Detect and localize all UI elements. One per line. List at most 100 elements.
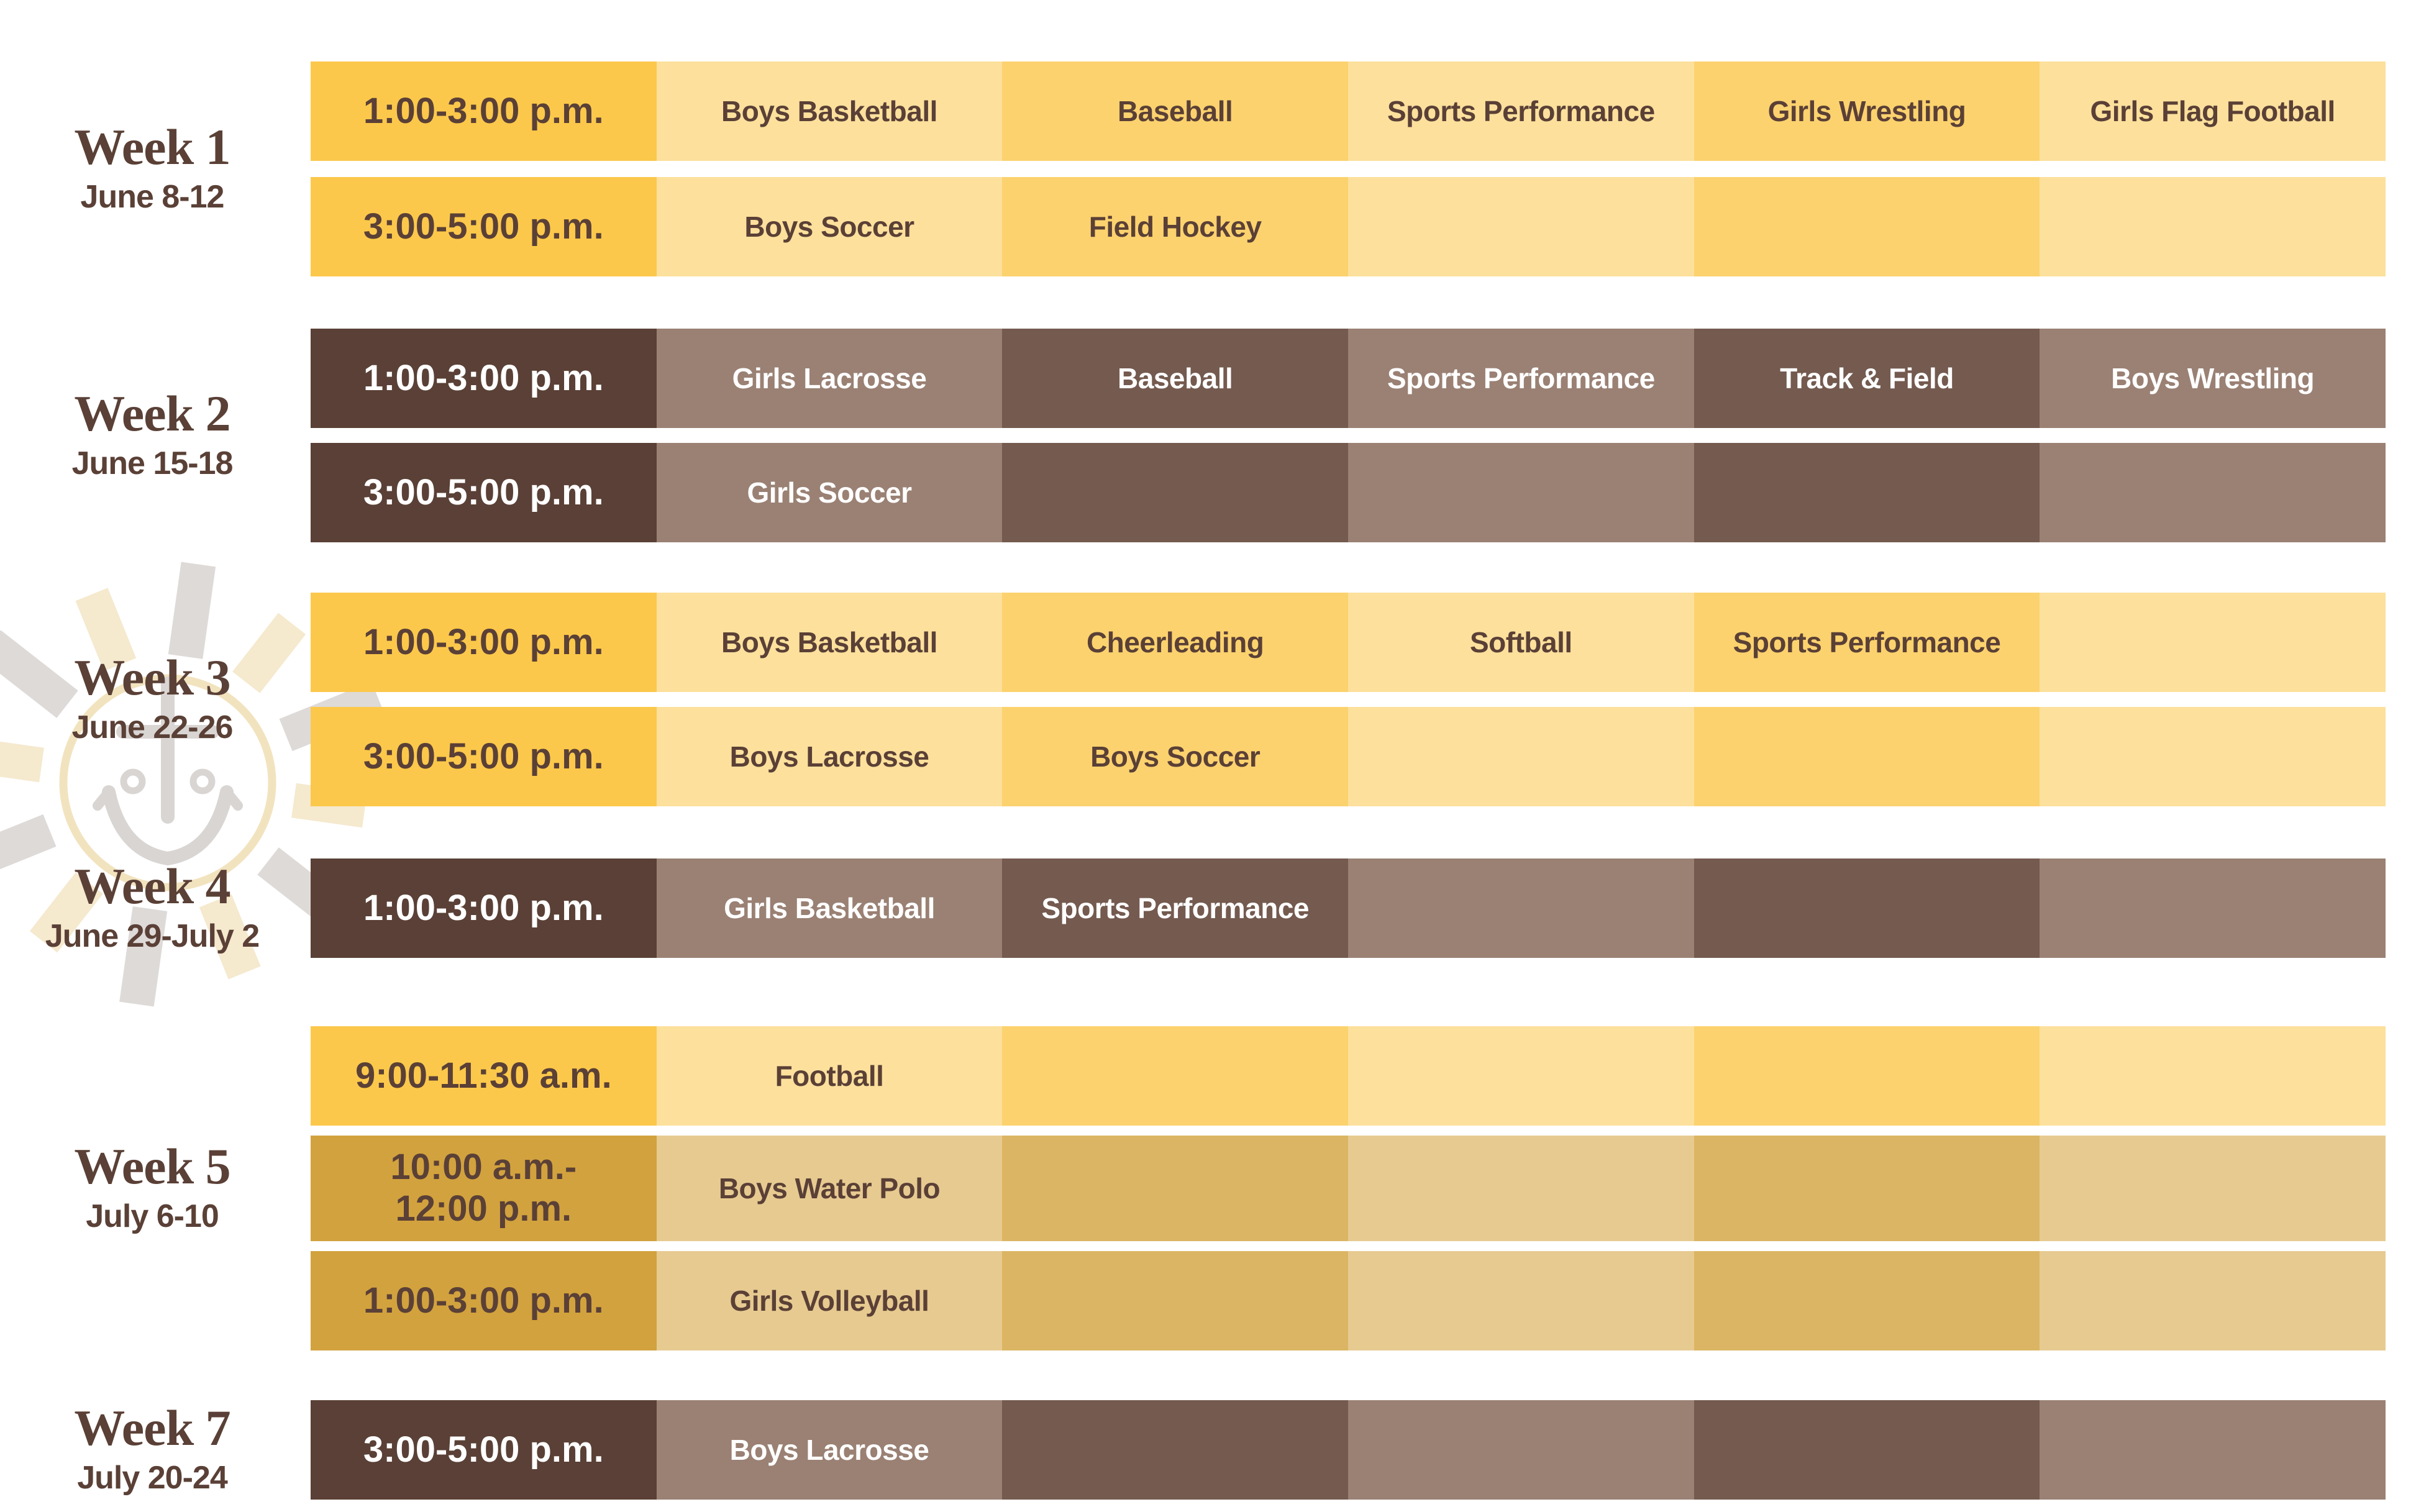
sport-cell: Boys Wrestling [2040,329,2386,428]
schedule-row: 10:00 a.m.- 12:00 p.m. Boys Water Polo [311,1136,2386,1241]
empty-cell [1002,1251,1348,1350]
sun-anchor-watermark-icon [0,562,385,1007]
time-slot-text: 10:00 a.m.- 12:00 p.m. [390,1147,577,1229]
week-label: Week 5 July 6-10 [0,1026,304,1350]
sport-cell: Boys Water Polo [656,1136,1003,1241]
empty-cell [2040,1251,2386,1350]
schedule-row: 1:00-3:00 p.m. Girls Basketball Sports Per… [311,858,2386,958]
sport-cell: Boys Lacrosse [656,707,1003,806]
sport-cell: Sports Performance [1693,593,2040,692]
sport-cell: Boys Basketball [656,61,1003,161]
week-block-week-2: Week 2 June 15-18 1:00-3:00 p.m. Girls Lacr… [0,329,2416,542]
week-dates: June 8-12 [80,179,225,216]
time-slot-cell: 3:00-5:00 p.m. [311,177,657,276]
time-slot-text: 3:00-5:00 p.m. [363,471,604,512]
sun-ray [232,613,306,693]
time-slot-cell: 1:00-3:00 p.m. [311,329,657,428]
empty-cell [1002,1400,1348,1500]
week-label: Week 3 June 22-26 [0,593,304,806]
empty-cell [1348,1026,1694,1126]
sun-ray [29,872,103,953]
time-slot-cell: 1:00-3:00 p.m. [311,61,657,161]
empty-cell [1693,1026,2040,1126]
sun-ray [119,906,168,1007]
week-block-week-4: Week 4 June 29-July 2 1:00-3:00 p.m. Girls … [0,858,2416,958]
time-slot-cell: 9:00-11:30 a.m. [311,1026,657,1126]
sport-cell: Girls Soccer [656,443,1003,542]
schedule-row: 3:00-5:00 p.m. Girls Soccer [311,443,2386,542]
empty-cell [1348,858,1694,958]
empty-cell [1693,443,2040,542]
empty-cell [1693,1400,2040,1500]
time-slot-text: 1:00-3:00 p.m. [363,887,604,928]
schedule-row: 3:00-5:00 p.m. Boys Lacrosse [311,1400,2386,1500]
time-slot-cell: 10:00 a.m.- 12:00 p.m. [311,1136,657,1241]
empty-cell [1348,1400,1694,1500]
sport-cell: Field Hockey [1002,177,1348,276]
sport-cell: Boys Basketball [656,593,1003,692]
sport-cell: Girls Wrestling [1693,61,2040,161]
empty-cell [2040,707,2386,806]
empty-cell [2040,443,2386,542]
sun-ray [75,588,137,672]
empty-cell [2040,1400,2386,1500]
sport-cell: Cheerleading [1002,593,1348,692]
week-title: Week 7 [74,1400,230,1457]
sport-cell: Boys Soccer [656,177,1003,276]
schedule-row: 1:00-3:00 p.m. Girls Volleyball [311,1251,2386,1350]
empty-cell [1693,707,2040,806]
sun-ray [168,562,216,659]
sport-cell: Sports Performance [1002,858,1348,958]
week-block-week-3: Week 3 June 22-26 1:00-3:00 p.m. Boys Baske… [0,593,2416,806]
empty-cell [1348,707,1694,806]
sport-cell: Baseball [1002,329,1348,428]
week-title: Week 2 [74,385,230,442]
week-dates: June 29-July 2 [45,918,260,955]
time-slot-text: 3:00-5:00 p.m. [363,736,604,776]
sun-ray [0,737,44,783]
week-label: Week 7 July 20-24 [0,1400,304,1500]
time-slot-cell: 1:00-3:00 p.m. [311,858,657,958]
time-slot-cell: 3:00-5:00 p.m. [311,707,657,806]
week-dates: July 6-10 [86,1198,219,1235]
empty-cell [1693,858,2040,958]
schedule-row: 3:00-5:00 p.m. Boys Soccer Field Hockey [311,177,2386,276]
empty-cell [2040,593,2386,692]
week-title: Week 1 [74,119,230,176]
sport-cell: Girls Volleyball [656,1251,1003,1350]
time-slot-text: 1:00-3:00 p.m. [363,357,604,398]
time-slot-text: 1:00-3:00 p.m. [363,621,604,662]
time-slot-text: 3:00-5:00 p.m. [363,206,604,247]
sport-cell: Football [656,1026,1003,1126]
sport-cell: Girls Flag Football [2040,61,2386,161]
week-block-week-7: Week 7 July 20-24 3:00-5:00 p.m. Boys Lacro… [0,1400,2416,1500]
week-block-week-5: Week 5 July 6-10 9:00-11:30 a.m. Football 10… [0,1026,2416,1350]
week-dates: June 22-26 [71,709,234,746]
time-slot-text: 1:00-3:00 p.m. [363,90,604,131]
empty-cell [1348,443,1694,542]
schedule-row: 3:00-5:00 p.m. Boys Lacrosse Boys Soccer [311,707,2386,806]
schedule-row: 1:00-3:00 p.m. Boys Basketball Cheerleadin… [311,593,2386,692]
schedule-row: 1:00-3:00 p.m. Boys Basketball Baseball Spo… [311,61,2386,161]
empty-cell [2040,177,2386,276]
empty-cell [1693,1251,2040,1350]
time-slot-cell: 3:00-5:00 p.m. [311,443,657,542]
sport-cell: Boys Lacrosse [656,1400,1003,1500]
week-block-week-1: Week 1 June 8-12 1:00-3:00 p.m. Boys Basket… [0,61,2416,276]
time-slot-cell: 3:00-5:00 p.m. [311,1400,657,1500]
time-slot-cell: 1:00-3:00 p.m. [311,593,657,692]
empty-cell [2040,858,2386,958]
sport-cell: Girls Lacrosse [656,329,1003,428]
empty-cell [1348,177,1694,276]
schedule-row: 1:00-3:00 p.m. Girls Lacrosse Baseball Spor… [311,329,2386,428]
sport-cell: Softball [1348,593,1694,692]
sport-cell: Girls Basketball [656,858,1003,958]
anchor-cross-icon [93,676,243,866]
schedule-row: 9:00-11:30 a.m. Football [311,1026,2386,1126]
week-dates: June 15-18 [71,445,234,482]
week-title: Week 5 [74,1138,230,1195]
week-title: Week 3 [74,649,230,706]
week-label: Week 1 June 8-12 [0,61,304,276]
empty-cell [1002,1026,1348,1126]
